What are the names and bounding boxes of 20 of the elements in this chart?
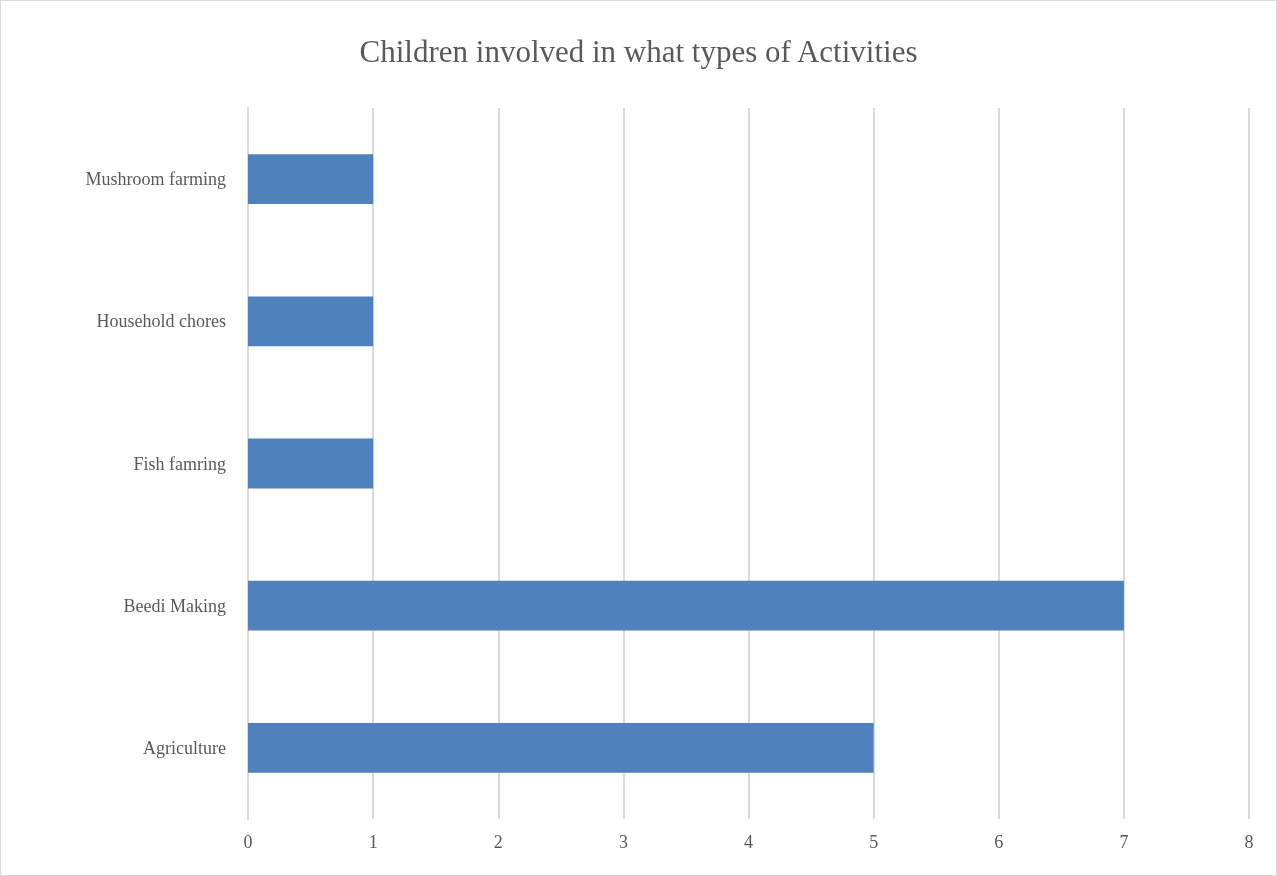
x-tick-label: 1 (368, 832, 378, 852)
y-tick-label: Mushroom farming (85, 169, 226, 190)
bar (248, 438, 374, 489)
y-tick-label: Household chores (96, 311, 226, 332)
x-tick-label: 7 (1119, 832, 1129, 852)
bar (248, 154, 374, 204)
x-tick-label: 6 (994, 832, 1004, 852)
x-tick-label: 5 (869, 832, 879, 852)
x-tick-label: 0 (243, 832, 253, 852)
y-tick-label: Fish famring (133, 453, 226, 474)
bar (248, 580, 1124, 631)
y-tick-label: Beedi Making (123, 595, 226, 616)
chart-title: Children involved in what types of Activities (359, 34, 918, 69)
x-tick-label: 4 (744, 832, 753, 852)
bar (248, 296, 374, 347)
bar (248, 723, 874, 773)
y-tick-label: Agriculture (143, 737, 227, 758)
x-tick-label: 3 (618, 832, 628, 852)
x-tick-label: 8 (1244, 832, 1254, 852)
x-tick-label: 2 (493, 832, 503, 852)
